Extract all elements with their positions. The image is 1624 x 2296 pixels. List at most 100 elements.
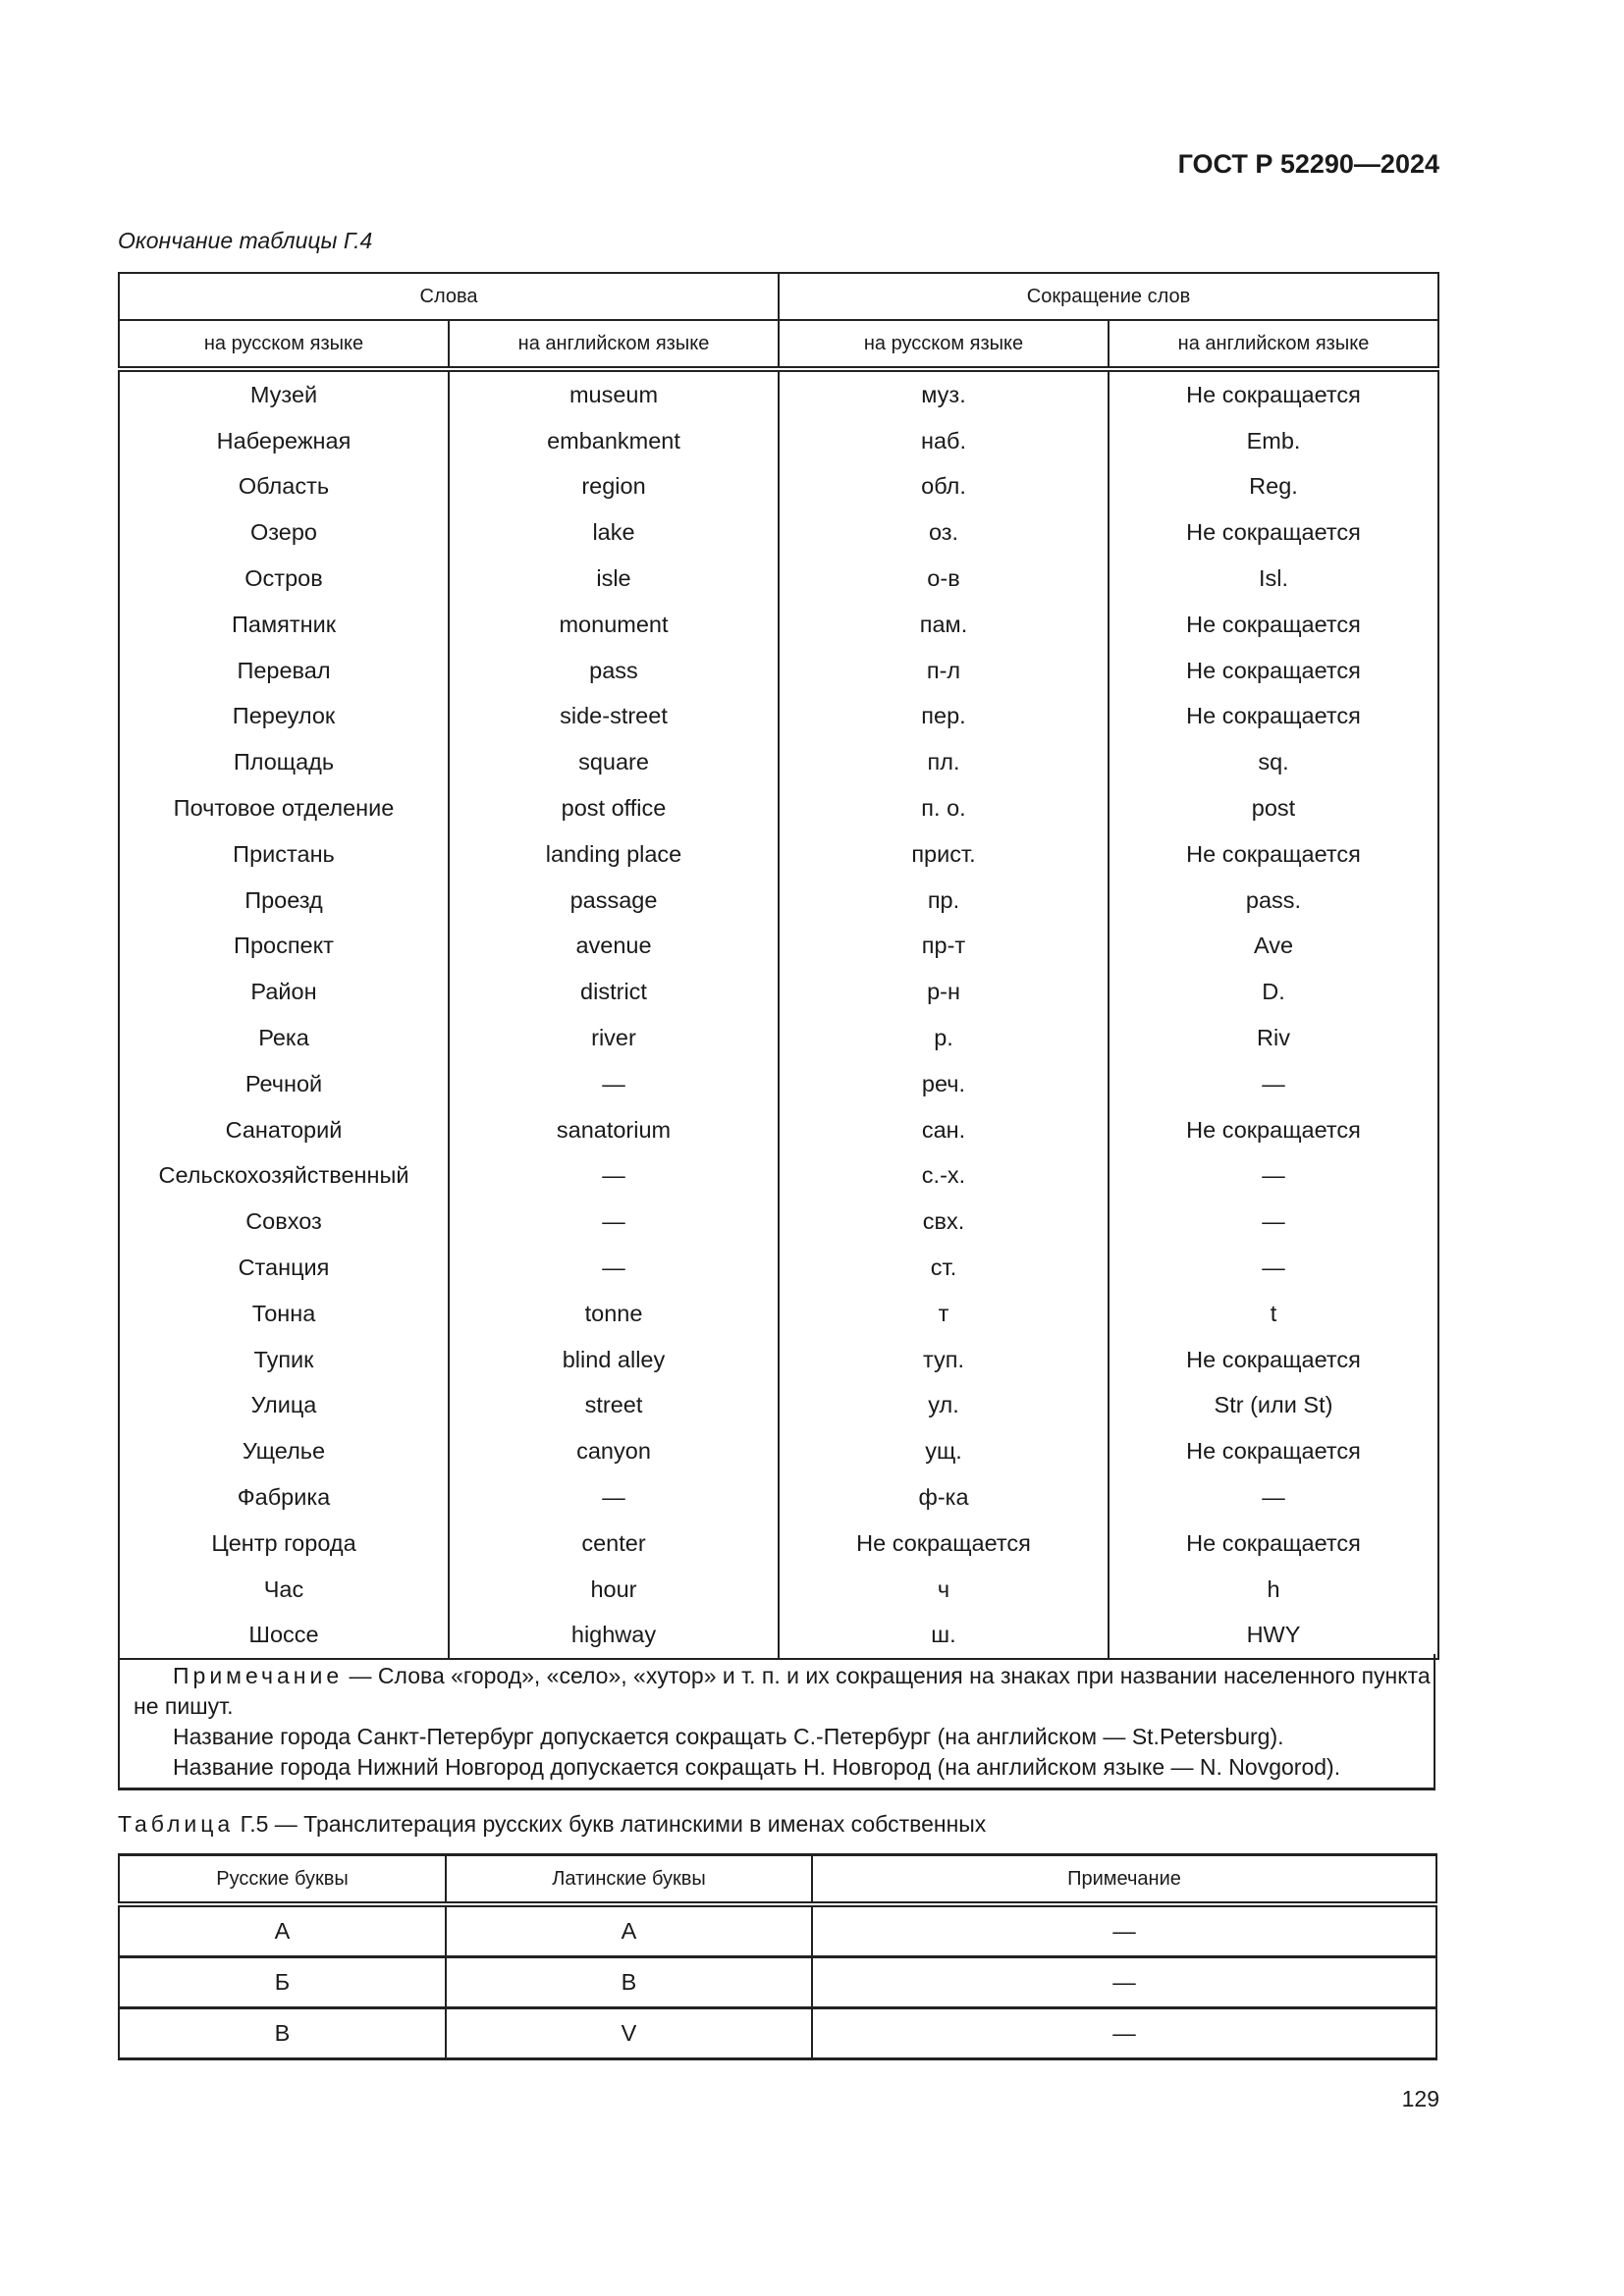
table-cell: pass. (1108, 877, 1439, 924)
note-line-2: Название города Санкт-Петербург допускае… (173, 1724, 1284, 1749)
table-cell: Перевал (118, 647, 450, 694)
table-cell: — (448, 1152, 780, 1200)
table-note: Примечание — Слова «город», «село», «хут… (118, 1654, 1435, 1790)
table-body: А A — Б B — В V — (118, 1903, 1437, 2060)
table-cell: Санаторий (118, 1106, 450, 1153)
header-abbreviations: Сокращение слов (778, 272, 1439, 321)
table-row: Озеро lake оз. Не сокращается (118, 509, 1439, 557)
table-cell: — (1108, 1060, 1439, 1107)
table-cell: Площадь (118, 739, 450, 786)
header-latin-letters: Латинские буквы (445, 1853, 813, 1907)
table-row: Сельскохозяйственный — с.-х. — (118, 1152, 1439, 1200)
table-cell: Озеро (118, 509, 450, 557)
table-row: Совхоз — свх. — (118, 1199, 1439, 1246)
table-cell: — (1108, 1245, 1439, 1291)
note-label: Примечание (173, 1663, 344, 1688)
table-cell: ч (778, 1566, 1110, 1613)
table-cell: — (448, 1199, 780, 1246)
table-cell: туп. (778, 1336, 1110, 1383)
table-row: Фабрика — ф-ка — (118, 1474, 1439, 1521)
table-cell: пам. (778, 601, 1110, 648)
table-cell: р. (778, 1015, 1110, 1061)
table-cell: Область (118, 463, 450, 510)
table-cell: ст. (778, 1245, 1110, 1291)
table-continuation-caption: Окончание таблицы Г.4 (118, 228, 373, 253)
table-cell: прист. (778, 830, 1110, 878)
table-cell: monument (448, 601, 780, 648)
table-row: Почтовое отделение post office п. о. post (118, 785, 1439, 831)
table-cell: Не сокращается (1108, 1428, 1439, 1475)
document-id: ГОСТ Р 52290—2024 (1177, 149, 1439, 179)
table-row: Проезд passage пр. pass. (118, 877, 1439, 924)
table-cell: ул. (778, 1382, 1110, 1429)
table-cell: Тупик (118, 1336, 450, 1383)
table-row: Б B — (118, 1955, 1437, 2009)
table-cell: В (118, 2006, 447, 2060)
table-cell: Река (118, 1015, 450, 1061)
table-cell: Ave (1108, 923, 1439, 970)
note-line-3: Название города Нижний Новгород допускае… (173, 1754, 1341, 1780)
table-cell: canyon (448, 1428, 780, 1475)
table-cell: ущ. (778, 1428, 1110, 1475)
table-cell: blind alley (448, 1336, 780, 1383)
table-row: Тонна tonne т t (118, 1290, 1439, 1337)
table-cell: street (448, 1382, 780, 1429)
table-cell: sanatorium (448, 1106, 780, 1153)
table-cell: Тонна (118, 1290, 450, 1337)
table-cell: Пристань (118, 830, 450, 878)
table-row: Район district р-н D. (118, 969, 1439, 1016)
table-cell: п. о. (778, 785, 1110, 831)
table-cell: Isl. (1108, 556, 1439, 602)
table-cell: B (445, 1955, 813, 2009)
table-cell: center (448, 1520, 780, 1567)
table-row: Река river р. Riv (118, 1015, 1439, 1061)
table-cell: — (1108, 1474, 1439, 1521)
table-row: Переулок side-street пер. Не сокращается (118, 693, 1439, 740)
table-cell: isle (448, 556, 780, 602)
table-cell: Не сокращается (1108, 693, 1439, 740)
table-cell: Набережная (118, 417, 450, 464)
table-row: Санаторий sanatorium сан. Не сокращается (118, 1106, 1439, 1153)
table-row: Памятник monument пам. Не сокращается (118, 601, 1439, 648)
table-cell: V (445, 2006, 813, 2060)
table-body: Музей museum муз. Не сокращается Набережная e… (118, 369, 1439, 1661)
table-cell: — (811, 1903, 1437, 1958)
table-cell: Str (или St) (1108, 1382, 1439, 1429)
table-cell: square (448, 739, 780, 786)
table-row: В V — (118, 2006, 1437, 2060)
table-cell: — (448, 1474, 780, 1521)
table-cell: Шоссе (118, 1612, 450, 1661)
table-cell: sq. (1108, 739, 1439, 786)
table-cell: — (448, 1245, 780, 1291)
table-cell: наб. (778, 417, 1110, 464)
subheader-russian-abbr: на русском языке (778, 319, 1110, 372)
table-cell: Проспект (118, 923, 450, 970)
table-row: Область region обл. Reg. (118, 463, 1439, 510)
subheader-english-abbr: на английском языке (1108, 319, 1439, 372)
table-row: Набережная embankment наб. Emb. (118, 417, 1439, 464)
table-cell: Riv (1108, 1015, 1439, 1061)
table-row: Тупик blind alley туп. Не сокращается (118, 1336, 1439, 1383)
table-cell: h (1108, 1566, 1439, 1613)
note-line-1: — Слова «город», «село», «хутор» и т. п.… (134, 1663, 1431, 1719)
table-cell: Б (118, 1955, 447, 2009)
table-row: А A — (118, 1903, 1437, 1958)
table-row: Речной — реч. — (118, 1060, 1439, 1107)
table-cell: п-л (778, 647, 1110, 694)
table-cell: tonne (448, 1290, 780, 1337)
table-cell: highway (448, 1612, 780, 1661)
table-cell: Почтовое отделение (118, 785, 450, 831)
table-cell: Памятник (118, 601, 450, 648)
table-row: Улица street ул. Str (или St) (118, 1382, 1439, 1429)
table-cell: А (118, 1903, 447, 1958)
table-cell: Ущелье (118, 1428, 450, 1475)
table-row: Час hour ч h (118, 1566, 1439, 1613)
header-words: Слова (118, 272, 780, 321)
table-row: Перевал pass п-л Не сокращается (118, 647, 1439, 694)
table-cell: Сельскохозяйственный (118, 1152, 450, 1200)
table-row: Музей museum муз. Не сокращается (118, 369, 1439, 418)
table-cell: t (1108, 1290, 1439, 1337)
subheader-english: на английском языке (448, 319, 780, 372)
table-cell: Улица (118, 1382, 450, 1429)
table-cell: Совхоз (118, 1199, 450, 1246)
